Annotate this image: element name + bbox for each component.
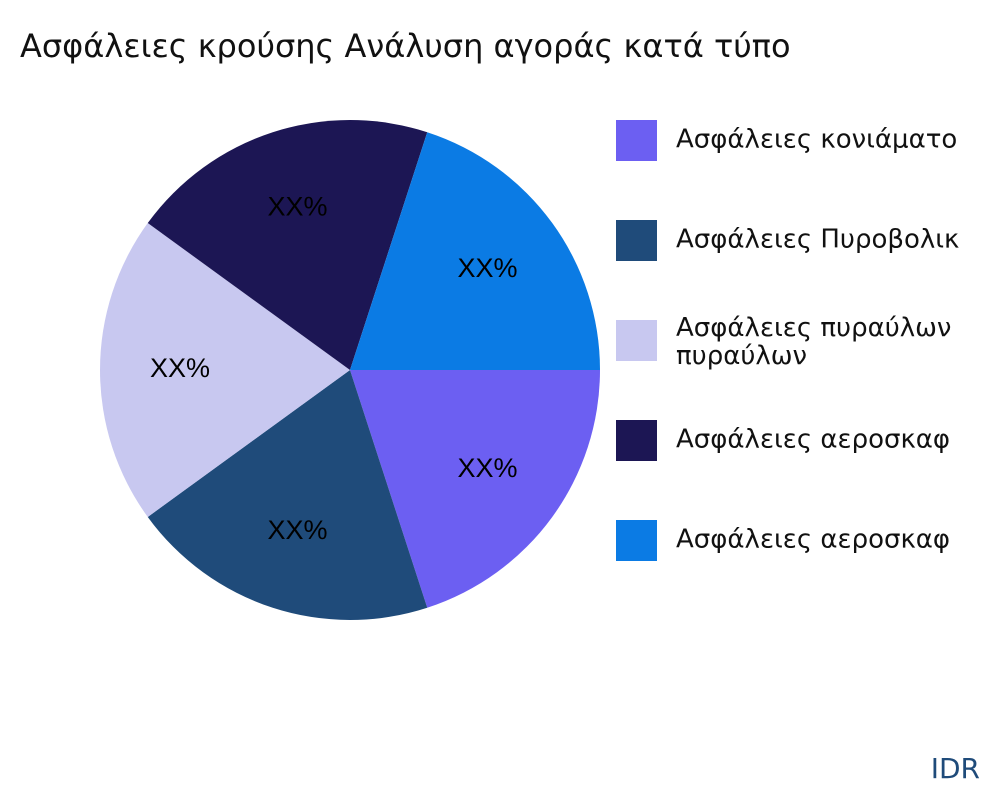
- legend-label: Ασφάλειες αεροσκαφ: [676, 425, 950, 455]
- legend-label: Ασφάλειες Πυροβολικ: [676, 225, 959, 255]
- slice-label: XX%: [150, 353, 210, 383]
- legend-swatch: [616, 420, 657, 461]
- slice-label: XX%: [458, 453, 518, 483]
- slice-label: XX%: [267, 191, 327, 221]
- pie-slice: [147, 120, 428, 370]
- chart-title: Ασφάλειες κρούσης Ανάλυση αγοράς κατά τύ…: [20, 27, 791, 65]
- legend-swatch: [616, 520, 657, 561]
- pie-slice: [147, 370, 428, 620]
- watermark: IDR: [931, 752, 980, 785]
- slice-label: XX%: [458, 253, 518, 283]
- legend-swatch: [616, 220, 657, 261]
- legend-swatch: [616, 320, 657, 361]
- pie-slice: [350, 132, 600, 370]
- legend-label: Ασφάλειες αεροσκαφ: [676, 525, 950, 555]
- pie-slice: [350, 370, 600, 608]
- pie-slice: [100, 223, 350, 517]
- legend-label: Ασφάλειες κονιάματο: [676, 125, 957, 155]
- legend-label: Ασφάλειες πυραύλων πυραύλων: [676, 313, 951, 371]
- legend-swatch: [616, 120, 657, 161]
- slice-label: XX%: [267, 515, 327, 545]
